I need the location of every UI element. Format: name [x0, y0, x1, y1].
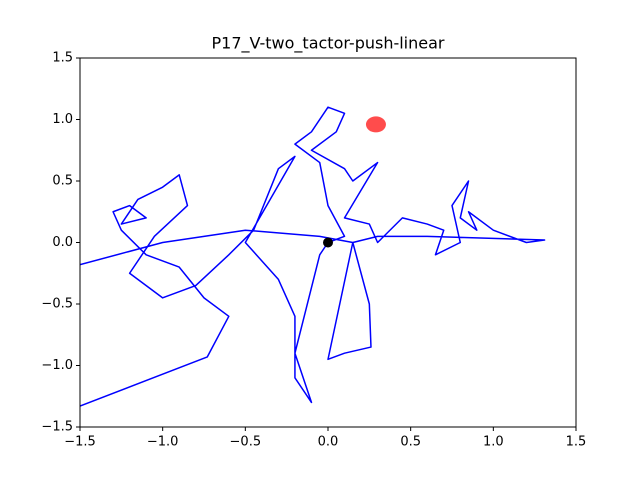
x-tick-label: 1.0	[483, 435, 504, 450]
x-tick-label: −1.0	[147, 435, 179, 450]
y-tick-label: 0.0	[52, 235, 73, 250]
x-tick-label: −0.5	[230, 435, 262, 450]
y-tick-label: 1.5	[52, 51, 73, 66]
axes-frame	[79, 57, 577, 428]
y-tick-label: −1.5	[41, 420, 73, 435]
y-tick-label: −1.0	[41, 358, 73, 373]
y-tick-label: 0.5	[52, 174, 73, 189]
y-tick-label: 1.0	[52, 112, 73, 127]
x-tick-label: 0.0	[318, 435, 339, 450]
y-tick-label: −0.5	[41, 297, 73, 312]
trajectory	[80, 106, 546, 407]
marker	[365, 116, 386, 133]
x-tick-label: −1.5	[64, 435, 96, 450]
x-tick-label: 0.5	[400, 435, 421, 450]
x-tick-label: 1.5	[566, 435, 587, 450]
chart-title: P17_V-two_tactor-push-linear	[211, 34, 444, 54]
marker	[323, 237, 333, 248]
